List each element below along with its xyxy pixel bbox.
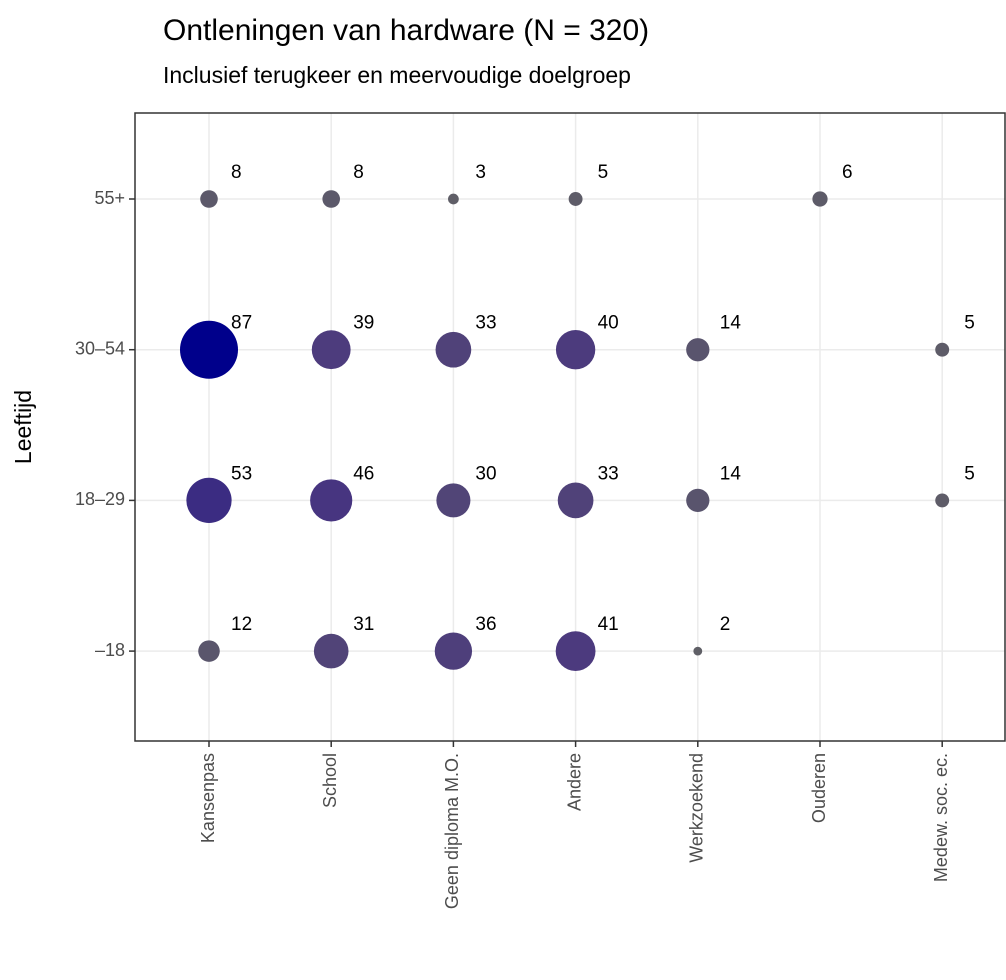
- value-label: 5: [964, 463, 975, 484]
- bubble: [448, 193, 459, 205]
- value-label: 5: [598, 162, 609, 183]
- chart-subtitle: Inclusief terugkeer en meervoudige doelg…: [163, 62, 631, 88]
- bubble: [436, 483, 471, 518]
- panel-border: [134, 112, 1006, 742]
- bubble: [555, 330, 596, 370]
- bubble: [557, 482, 594, 519]
- value-label: 33: [598, 463, 619, 484]
- value-label: 36: [475, 614, 496, 635]
- value-label: 53: [231, 463, 252, 484]
- x-tick-label: Andere: [564, 753, 584, 811]
- bubble: [186, 477, 232, 524]
- bubble: [812, 191, 828, 207]
- value-label: 31: [353, 614, 374, 635]
- bubble: [693, 646, 703, 656]
- value-label: 3: [475, 162, 486, 183]
- chart-title: Ontleningen van hardware (N = 320): [163, 14, 649, 47]
- y-tick-label: 18–29: [75, 489, 125, 509]
- x-tick-label: Medew. soc. ec.: [931, 753, 951, 882]
- bubble: [935, 493, 950, 508]
- value-label: 14: [720, 313, 742, 334]
- y-tick-label: 55+: [94, 188, 125, 208]
- bubble: [322, 190, 340, 208]
- value-label: 8: [231, 162, 242, 183]
- marks: 8 8 3 5 6 87 39 33 40 14 5 53 46 30 33 14 5 12 31 36 41 2: [180, 162, 975, 672]
- bubble: [200, 190, 218, 208]
- bubble: [310, 479, 353, 522]
- value-label: 46: [353, 463, 374, 484]
- bubble: [434, 632, 473, 670]
- bubble: [686, 488, 710, 513]
- value-label: 39: [353, 313, 374, 334]
- bubble: [686, 338, 710, 362]
- value-label: 14: [720, 463, 742, 484]
- x-tick-label: Geen diploma M.O.: [442, 753, 462, 909]
- value-label: 30: [475, 463, 496, 484]
- bubble: [435, 331, 472, 368]
- x-tick-label: Werkzoekend: [687, 753, 707, 863]
- value-label: 8: [353, 162, 364, 183]
- y-tick-label: –18: [95, 640, 125, 660]
- x-tick-label: Kansenpas: [198, 753, 218, 843]
- value-label: 6: [842, 162, 853, 183]
- bubble: [180, 320, 238, 379]
- value-label: 2: [720, 614, 731, 635]
- value-label: 41: [598, 614, 619, 635]
- value-label: 33: [475, 313, 496, 334]
- bubble: [198, 640, 220, 662]
- bubble: [555, 631, 596, 672]
- y-axis-title: Leeftijd: [10, 390, 36, 464]
- value-label: 87: [231, 313, 252, 334]
- y-tick-label: 30–54: [75, 338, 125, 358]
- bubble: [313, 633, 349, 669]
- bubble: [935, 342, 950, 357]
- bubble: [311, 330, 351, 370]
- value-label: 12: [231, 614, 252, 635]
- x-tick-label: Ouderen: [809, 753, 829, 823]
- x-tick-label: School: [320, 753, 340, 808]
- bubble: [568, 192, 583, 206]
- value-label: 5: [964, 313, 975, 334]
- value-label: 40: [598, 313, 619, 334]
